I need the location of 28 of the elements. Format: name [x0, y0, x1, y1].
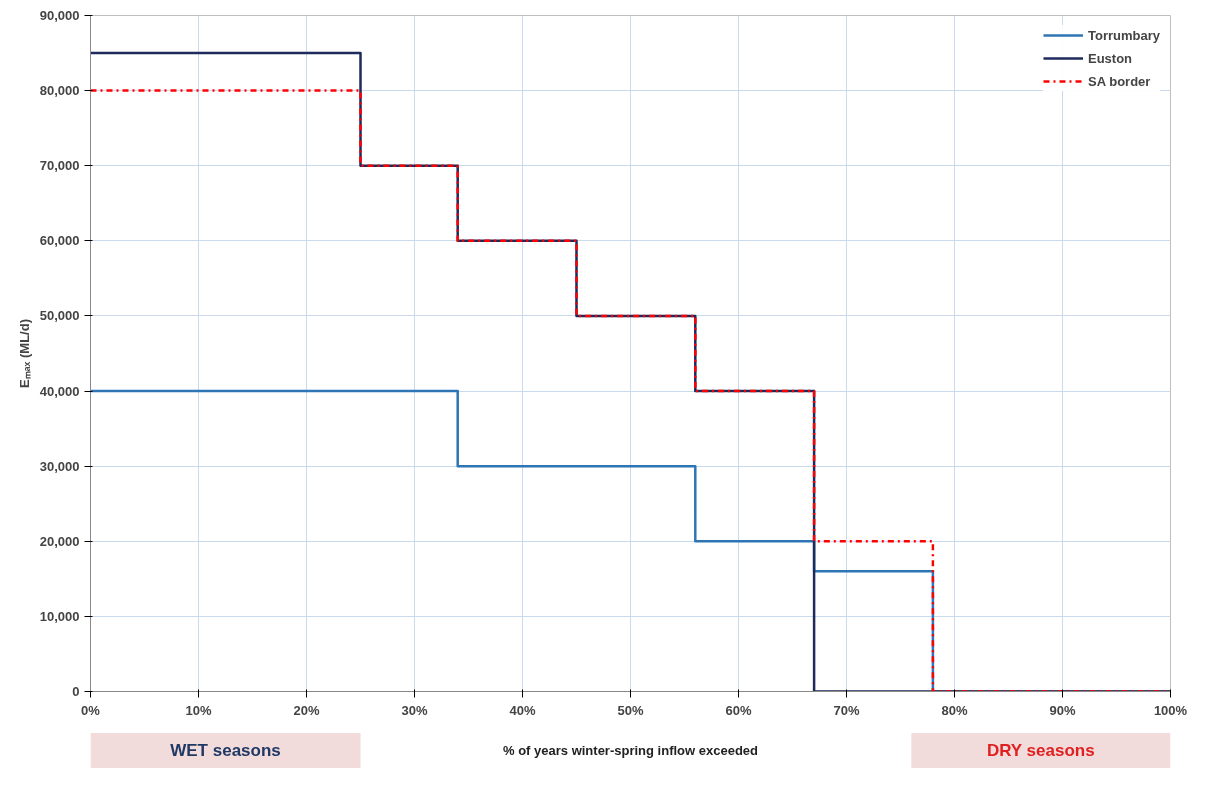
legend-label: Euston — [1088, 50, 1133, 66]
x-tick-label: 40% — [509, 702, 536, 718]
x-tick-label: 60% — [725, 702, 752, 718]
x-tick-label: 90% — [1049, 702, 1076, 718]
y-tick-label: 0 — [72, 684, 80, 699]
y-tick-label: 70,000 — [39, 158, 80, 174]
x-tick-label: 30% — [401, 702, 428, 718]
legend-label: Torrumbary — [1088, 27, 1160, 43]
x-tick-label: 0% — [81, 702, 101, 718]
x-tick-label: 50% — [617, 702, 644, 718]
y-tick-label: 80,000 — [39, 83, 80, 99]
x-tick-label: 100% — [1153, 702, 1188, 718]
x-tick-label: 80% — [941, 702, 968, 718]
y-tick-label: 10,000 — [39, 608, 80, 624]
x-tick-label: 10% — [185, 702, 212, 718]
y-tick-label: 90,000 — [39, 8, 80, 23]
legend-label: SA border — [1088, 73, 1151, 89]
x-tick-label: 20% — [293, 702, 320, 718]
x-axis-title: % of years winter-spring inflow exceeded — [502, 743, 759, 758]
y-tick-label: 40,000 — [39, 383, 80, 399]
y-axis-title: Eₘₐₓ (ML/d) — [16, 319, 32, 388]
x-tick-label: 70% — [833, 702, 860, 718]
y-tick-label: 20,000 — [39, 533, 80, 549]
text: DRY seasons — [986, 741, 1095, 760]
y-tick-label: 60,000 — [39, 233, 80, 249]
y-tick-label: 50,000 — [39, 308, 80, 324]
text: WET seasons — [170, 741, 281, 760]
y-tick-label: 30,000 — [39, 458, 80, 474]
